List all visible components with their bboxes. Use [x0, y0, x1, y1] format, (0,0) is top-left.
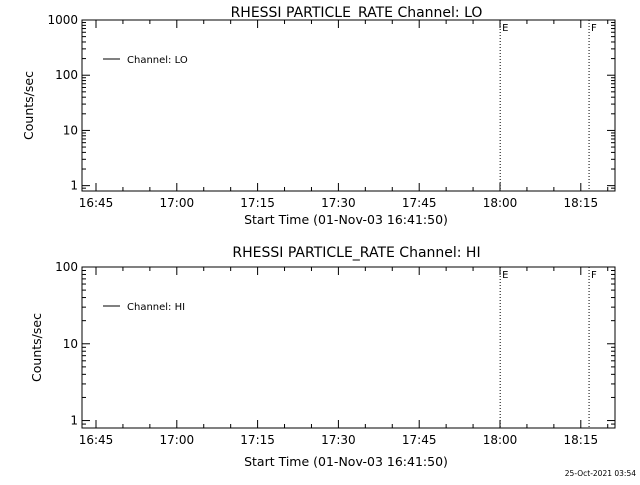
x-tick-label: 17:30	[321, 196, 356, 210]
x-tick-label: 17:15	[240, 196, 275, 210]
marker-label: F	[591, 270, 597, 281]
y-tick-label: 10	[63, 123, 78, 137]
y-tick-label: 100	[55, 68, 78, 82]
marker-label: F	[591, 23, 597, 34]
chart-title: RHESSI PARTICLE_RATE Channel: LO	[231, 5, 483, 21]
x-tick-label: 16:45	[79, 196, 114, 210]
y-axis-label: Counts/sec	[29, 313, 44, 382]
x-tick-label: 17:15	[240, 433, 275, 447]
x-tick-label: 18:15	[564, 196, 599, 210]
chart-panel-1: RHESSI PARTICLE_RATE Channel: LO 1 10 100 10…	[21, 5, 616, 227]
marker-label: E	[502, 23, 508, 34]
x-axis-label: Start Time (01-Nov-03 16:41:50)	[244, 454, 448, 469]
chart-title: RHESSI PARTICLE_RATE Channel: HI	[232, 245, 480, 261]
marker-label: E	[502, 270, 508, 281]
x-tick-label: 17:00	[160, 196, 195, 210]
x-tick-label: 17:45	[402, 196, 437, 210]
y-tick-label: 100	[55, 260, 78, 274]
x-tick-label: 17:00	[160, 433, 195, 447]
y-tick-label: 10	[63, 337, 78, 351]
y-tick-label: 1	[70, 179, 78, 193]
x-tick-label: 17:30	[321, 433, 356, 447]
chart-panel-2: RHESSI PARTICLE_RATE Channel: HI 1 10 100 16…	[29, 245, 616, 469]
x-tick-label: 18:00	[483, 433, 518, 447]
plot-frame	[81, 19, 616, 192]
x-tick-label: 17:45	[402, 433, 437, 447]
x-axis-label: Start Time (01-Nov-03 16:41:50)	[244, 212, 448, 227]
legend-label: Channel: LO	[127, 55, 188, 66]
y-axis-label: Counts/sec	[21, 71, 36, 140]
x-tick-label: 18:15	[564, 433, 599, 447]
y-tick-label: 1	[70, 414, 78, 428]
y-tick-label: 1000	[47, 13, 78, 27]
footer-timestamp: 25-Oct-2021 03:54	[564, 469, 636, 478]
legend-label: Channel: HI	[127, 302, 185, 313]
x-tick-label: 18:00	[483, 196, 518, 210]
x-tick-label: 16:45	[79, 433, 114, 447]
